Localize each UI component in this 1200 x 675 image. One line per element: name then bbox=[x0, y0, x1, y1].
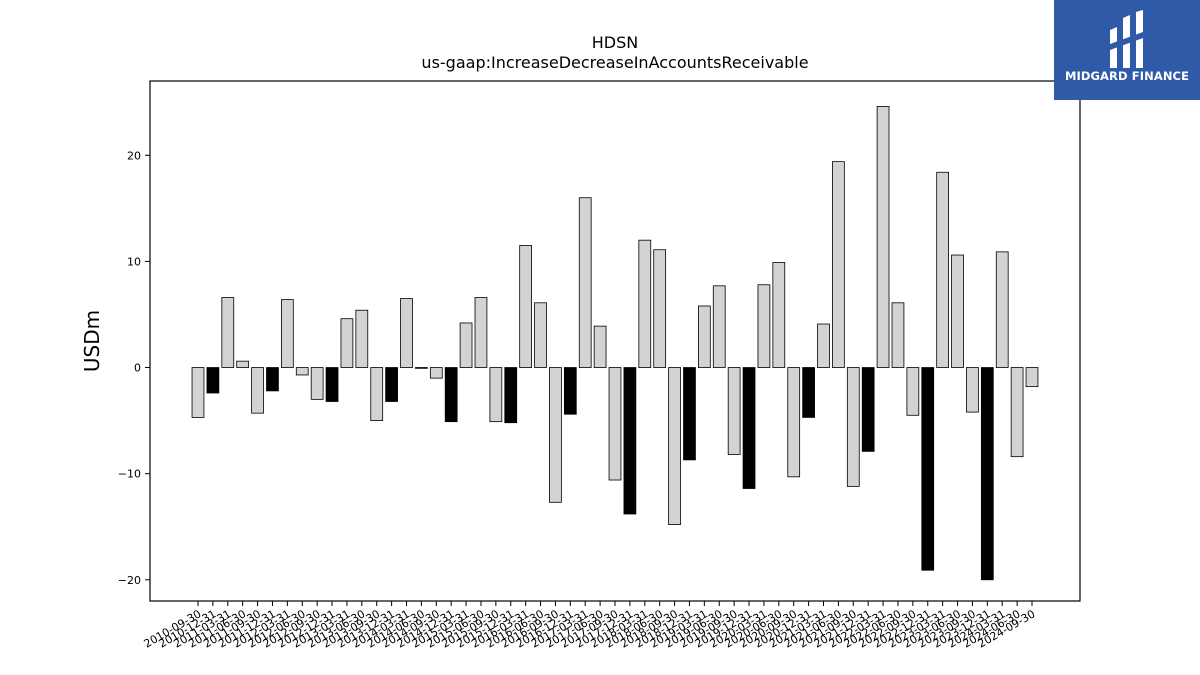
midgard-logo-icon bbox=[1110, 10, 1143, 68]
bar bbox=[593, 325, 607, 368]
y-tick-label: 20 bbox=[127, 149, 141, 162]
brand-name: MIDGARD FINANCE bbox=[1064, 69, 1190, 83]
y-tick-label: 0 bbox=[134, 362, 141, 375]
bar bbox=[400, 298, 413, 368]
bar bbox=[698, 305, 711, 368]
bar bbox=[534, 302, 547, 368]
bar bbox=[936, 171, 950, 368]
y-axis: −20 −10 0 10 20 bbox=[118, 149, 150, 587]
bar bbox=[712, 285, 726, 368]
bar bbox=[817, 323, 830, 368]
bar bbox=[489, 367, 503, 423]
bar bbox=[1010, 367, 1024, 458]
bar bbox=[772, 262, 786, 368]
bar bbox=[951, 254, 964, 368]
bar bbox=[325, 367, 339, 402]
bar bbox=[966, 367, 979, 413]
bar bbox=[832, 161, 845, 368]
bar bbox=[891, 302, 905, 368]
bar bbox=[474, 297, 488, 368]
y-tick-label: −10 bbox=[118, 468, 141, 481]
bar bbox=[310, 367, 324, 400]
bar bbox=[221, 297, 235, 368]
bar bbox=[206, 367, 220, 394]
bar bbox=[549, 367, 562, 503]
y-tick-label: −20 bbox=[118, 574, 141, 587]
bar bbox=[429, 367, 443, 379]
plot-frame bbox=[149, 80, 1081, 602]
bar bbox=[787, 367, 801, 478]
bar bbox=[653, 249, 667, 368]
bar bbox=[444, 367, 458, 423]
bar bbox=[921, 367, 935, 571]
y-axis-label: USDm bbox=[80, 310, 104, 372]
bar bbox=[742, 367, 756, 489]
bar bbox=[861, 367, 875, 452]
bar bbox=[906, 367, 920, 416]
y-tick-label: 10 bbox=[127, 255, 141, 268]
brand-logo: MIDGARD FINANCE bbox=[1054, 0, 1200, 100]
bar bbox=[638, 239, 652, 368]
x-axis: 2010-09-302010-12-312011-03-312011-06-30… bbox=[142, 601, 1038, 651]
bar bbox=[727, 367, 741, 455]
chart-subtitle: us-gaap:IncreaseDecreaseInAccountsReceiv… bbox=[421, 53, 808, 72]
bar bbox=[980, 367, 994, 581]
bar bbox=[280, 299, 294, 368]
bar bbox=[683, 367, 696, 461]
bar bbox=[191, 367, 205, 418]
bar bbox=[623, 367, 637, 515]
bar bbox=[236, 360, 250, 368]
bar bbox=[251, 367, 264, 414]
bar bbox=[355, 309, 369, 368]
bar bbox=[668, 367, 681, 525]
bar bbox=[370, 367, 384, 421]
bar bbox=[846, 367, 860, 487]
chart-title: HDSN bbox=[592, 33, 638, 52]
bar bbox=[385, 367, 398, 402]
bar bbox=[504, 367, 518, 424]
bar bbox=[266, 367, 279, 392]
bar bbox=[295, 367, 309, 376]
bar bbox=[995, 251, 1009, 368]
bar bbox=[876, 106, 890, 368]
bar bbox=[802, 367, 815, 418]
bar bbox=[578, 197, 592, 368]
bar bbox=[757, 284, 771, 368]
bar bbox=[608, 367, 622, 481]
bar bbox=[563, 367, 577, 415]
bars-group bbox=[191, 106, 1039, 581]
bar bbox=[340, 318, 354, 368]
bar bbox=[1025, 367, 1039, 388]
bar bbox=[459, 322, 473, 368]
bar bbox=[519, 245, 533, 368]
bar bbox=[415, 367, 428, 369]
